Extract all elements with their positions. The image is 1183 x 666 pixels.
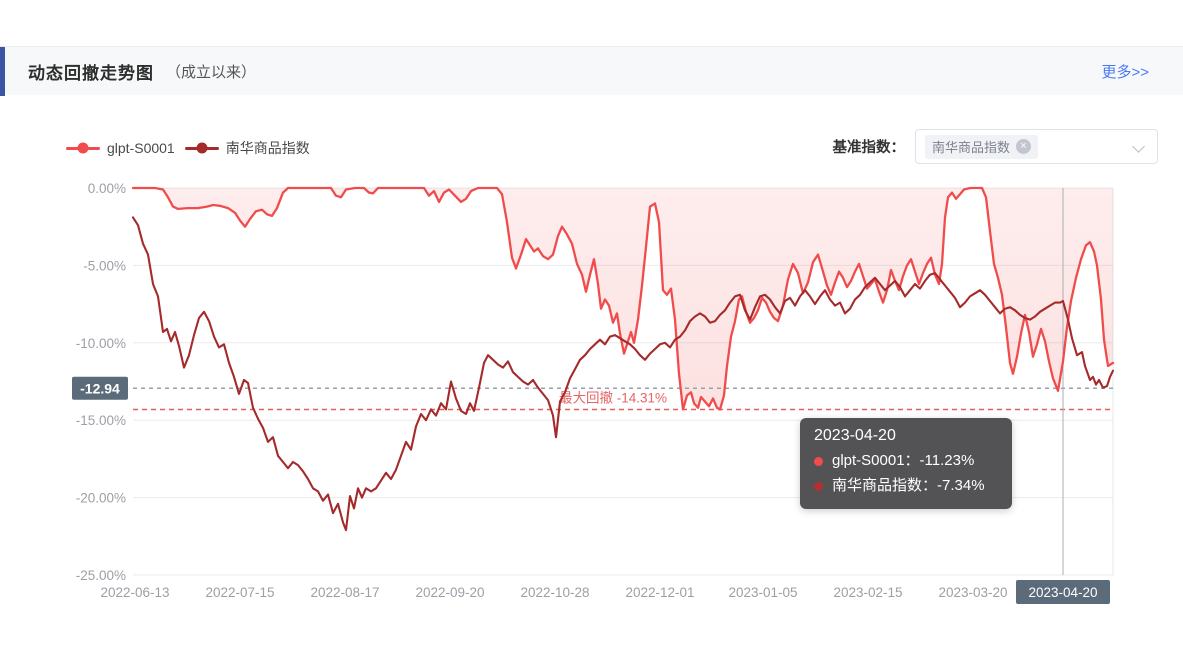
reference-axis-badge [72, 376, 128, 400]
chart-legend: glpt-S0001 南华商品指数 [66, 138, 310, 158]
x-axis-tick-label: 2022-07-15 [205, 585, 274, 600]
x-axis-tick-label: 2022-06-13 [100, 585, 169, 600]
page-subtitle: （成立以来） [166, 63, 257, 81]
page-title: 动态回撤走势图 [28, 63, 154, 83]
series-area-fill [133, 188, 1113, 410]
legend-line-dot-marker-icon [184, 142, 219, 154]
y-axis-tick-label: -5.00% [83, 258, 126, 273]
x-axis-tick-label: 2022-09-20 [415, 585, 484, 600]
legend-item-benchmark-index[interactable]: 南华商品指数 [184, 138, 310, 158]
y-axis-tick-label: 0.00% [88, 181, 126, 196]
chevron-down-icon[interactable] [1132, 140, 1145, 153]
x-axis-tick-label: 2022-12-01 [625, 585, 694, 600]
y-axis-tick-label: -20.00% [76, 491, 126, 506]
tag-remove-icon[interactable]: × [1016, 139, 1032, 154]
x-axis-tick-label: 2023-04-20 [1028, 585, 1097, 600]
legend-line-dot-marker-icon [66, 142, 100, 154]
x-axis-tick-label: 2022-10-28 [520, 585, 589, 600]
benchmark-label: 基准指数： [832, 140, 906, 156]
panel-accent-bar [0, 47, 5, 96]
series-line-1 [131, 216, 1115, 532]
reference-axis-badge-label: -12.94 [80, 380, 120, 396]
x-axis-tick-label: 2022-08-17 [310, 585, 379, 600]
benchmark-tag: 南华商品指数 × [925, 134, 1039, 159]
x-axis-tick-label: 2023-02-15 [833, 585, 902, 600]
x-axis-tick-label: 2023-03-20 [938, 585, 1007, 600]
legend-item-glpt-s0001[interactable]: glpt-S0001 [66, 140, 175, 156]
drawdown-chart-svg[interactable]: 0.00% -5.00% -10.00% -15.00% -20.00% -25.00% -… [0, 170, 1183, 650]
more-link[interactable]: 更多>> [1101, 64, 1149, 81]
drawdown-chart[interactable]: 0.00% -5.00% -10.00% -15.00% -20.00% -25.00% -… [0, 170, 1183, 650]
legend-label: 南华商品指数 [225, 140, 310, 156]
max-drawdown-annotation: 最大回撤 -14.31% [559, 391, 667, 406]
y-axis-tick-label: -15.00% [76, 413, 126, 428]
x-axis-tick-label: 2023-01-05 [728, 585, 797, 600]
x-axis-highlight-badge [1016, 580, 1110, 604]
legend-label: glpt-S0001 [107, 140, 175, 156]
panel-header: 动态回撤走势图 （成立以来） 更多>> [0, 46, 1183, 96]
benchmark-tag-label: 南华商品指数 [932, 140, 1011, 155]
y-axis-tick-label: -10.00% [76, 336, 126, 351]
series-line-0 [131, 186, 1115, 411]
y-axis-tick-label: -25.00% [76, 568, 126, 583]
benchmark-selector: 基准指数： 南华商品指数 × [832, 129, 1158, 164]
benchmark-select[interactable]: 南华商品指数 × [915, 129, 1158, 164]
